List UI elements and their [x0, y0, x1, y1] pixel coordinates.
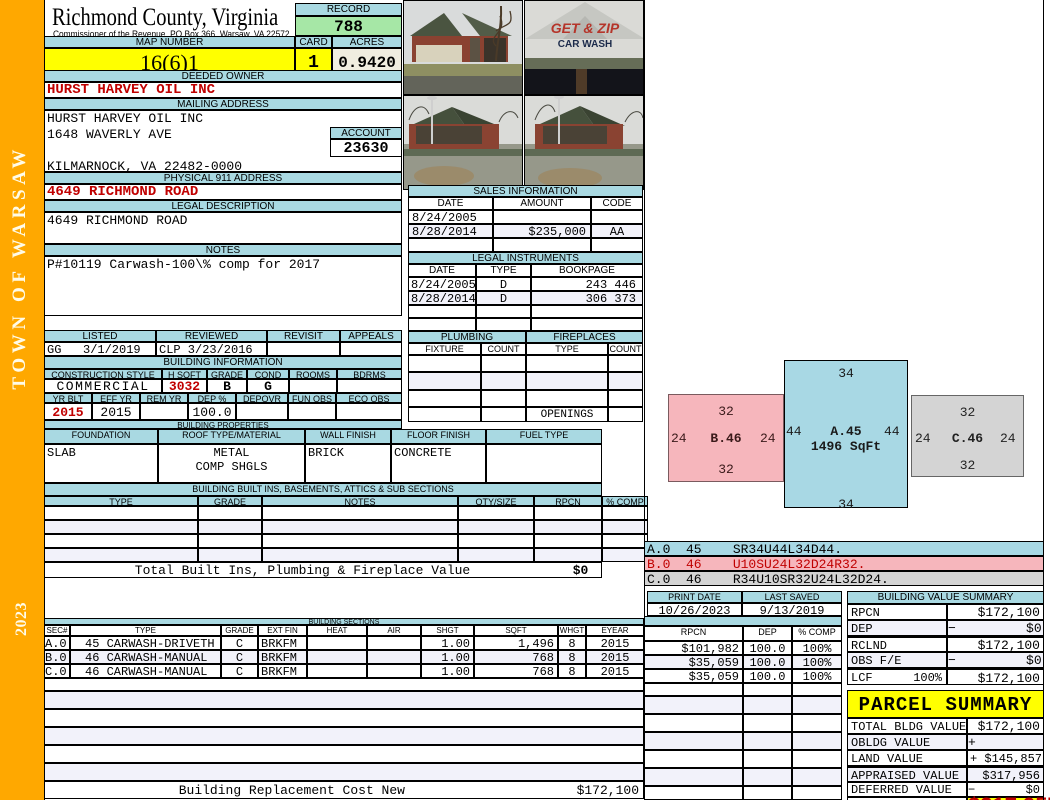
svg-text:CAR WASH: CAR WASH: [558, 39, 612, 50]
svg-text:GET & ZIP: GET & ZIP: [551, 20, 620, 36]
